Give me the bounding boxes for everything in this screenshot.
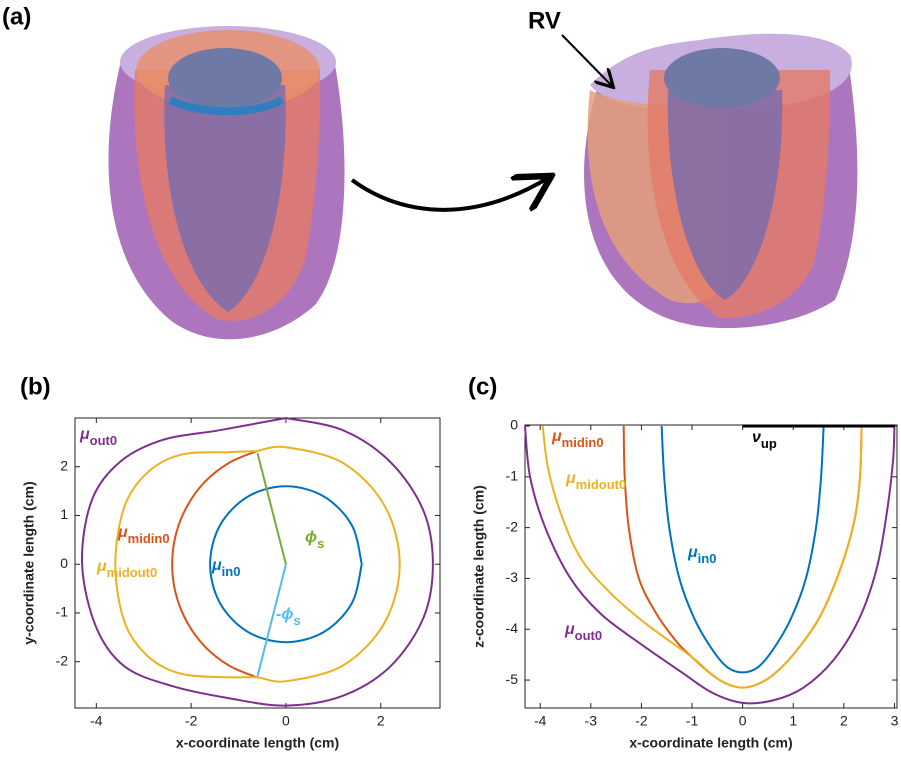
y-tick-label: -5 bbox=[506, 671, 519, 687]
cavity bbox=[164, 85, 286, 312]
panel-label: (c) bbox=[468, 373, 497, 400]
series-line bbox=[541, 425, 863, 689]
y-tick-label: -4 bbox=[506, 620, 519, 636]
panel-label: (a) bbox=[2, 3, 31, 30]
series-label: ϕs bbox=[305, 529, 324, 551]
series-line bbox=[114, 445, 401, 683]
series-line bbox=[660, 425, 825, 674]
panel-a: (a) RV bbox=[2, 3, 858, 340]
series-line bbox=[81, 417, 434, 707]
x-tick-label: 0 bbox=[282, 713, 290, 729]
x-tick-label: -3 bbox=[585, 713, 598, 729]
y-tick-label: 0 bbox=[510, 417, 518, 433]
series-symbol: μ bbox=[551, 428, 562, 445]
series-line bbox=[256, 563, 287, 677]
series-line bbox=[524, 425, 896, 705]
x-tick-label: 2 bbox=[377, 713, 385, 729]
transform-arrow bbox=[350, 178, 548, 212]
y-axis-label: z-coordinate length (cm) bbox=[471, 485, 487, 648]
cavity bbox=[667, 90, 783, 300]
x-axis-label: x-coordinate length (cm) bbox=[629, 735, 792, 751]
series-label: μin0 bbox=[687, 544, 716, 566]
x-tick-label: -1 bbox=[686, 713, 699, 729]
y-tick-label: 2 bbox=[60, 457, 68, 473]
series-line bbox=[256, 452, 287, 565]
series-symbol: μ bbox=[96, 558, 107, 575]
series-symbol: -ϕ bbox=[276, 606, 293, 623]
series-label: μout0 bbox=[564, 621, 602, 643]
series-symbol: μ bbox=[79, 426, 90, 443]
series-label: μmidout0 bbox=[96, 558, 157, 580]
series-label: μout0 bbox=[79, 426, 117, 448]
series-label: μmidin0 bbox=[551, 428, 604, 450]
series-symbol: μ bbox=[117, 524, 128, 541]
x-tick-label: -4 bbox=[90, 713, 103, 729]
series-subscript: s bbox=[317, 536, 324, 551]
y-tick-label: -2 bbox=[506, 518, 519, 534]
y-tick-label: -1 bbox=[506, 468, 519, 484]
series-label: νup bbox=[752, 429, 777, 451]
x-tick-label: 3 bbox=[891, 713, 899, 729]
series-symbol: μ bbox=[565, 470, 576, 487]
y-tick-label: 1 bbox=[60, 506, 68, 522]
series-subscript: midout0 bbox=[107, 565, 158, 580]
x-tick-label: 2 bbox=[840, 713, 848, 729]
x-tick-label: -2 bbox=[185, 713, 198, 729]
y-tick-label: -3 bbox=[506, 569, 519, 585]
series-line bbox=[171, 450, 257, 679]
x-tick-label: 1 bbox=[789, 713, 797, 729]
series-label: μmidin0 bbox=[117, 524, 170, 546]
series-subscript: up bbox=[761, 436, 777, 451]
cavity-top bbox=[168, 48, 282, 108]
series-subscript: midout0 bbox=[576, 477, 627, 492]
series-symbol: ν bbox=[752, 429, 761, 446]
series-subscript: out0 bbox=[90, 433, 117, 448]
series-symbol: μ bbox=[211, 557, 222, 574]
y-tick-label: -1 bbox=[56, 604, 69, 620]
y-tick-label: -2 bbox=[56, 652, 69, 668]
rv-arrow bbox=[561, 34, 612, 86]
series-subscript: out0 bbox=[575, 628, 602, 643]
series-subscript: s bbox=[293, 613, 300, 628]
series-subscript: in0 bbox=[698, 551, 717, 566]
x-tick-label: 0 bbox=[739, 713, 747, 729]
panel-label: (b) bbox=[20, 373, 51, 400]
series-symbol: μ bbox=[687, 544, 698, 561]
series-subscript: in0 bbox=[222, 564, 241, 579]
x-axis-label: x-coordinate length (cm) bbox=[176, 735, 339, 751]
x-tick-label: -4 bbox=[534, 713, 547, 729]
x-tick-label: -2 bbox=[635, 713, 648, 729]
series-label: μin0 bbox=[211, 557, 240, 579]
series-line bbox=[209, 485, 363, 644]
endo-rim bbox=[168, 96, 284, 116]
series-label: μmidout0 bbox=[565, 470, 626, 492]
series-label: -ϕs bbox=[276, 606, 301, 628]
plot-area bbox=[74, 417, 441, 709]
y-axis-label: y-coordinate length (cm) bbox=[21, 481, 37, 644]
cavity-top bbox=[664, 48, 780, 108]
series-symbol: μ bbox=[564, 621, 575, 638]
series-subscript: midin0 bbox=[562, 435, 604, 450]
series-symbol: ϕ bbox=[305, 529, 317, 546]
rv-annotation: RV bbox=[528, 7, 561, 34]
series-subscript: midin0 bbox=[128, 531, 170, 546]
y-tick-label: 0 bbox=[60, 555, 68, 571]
